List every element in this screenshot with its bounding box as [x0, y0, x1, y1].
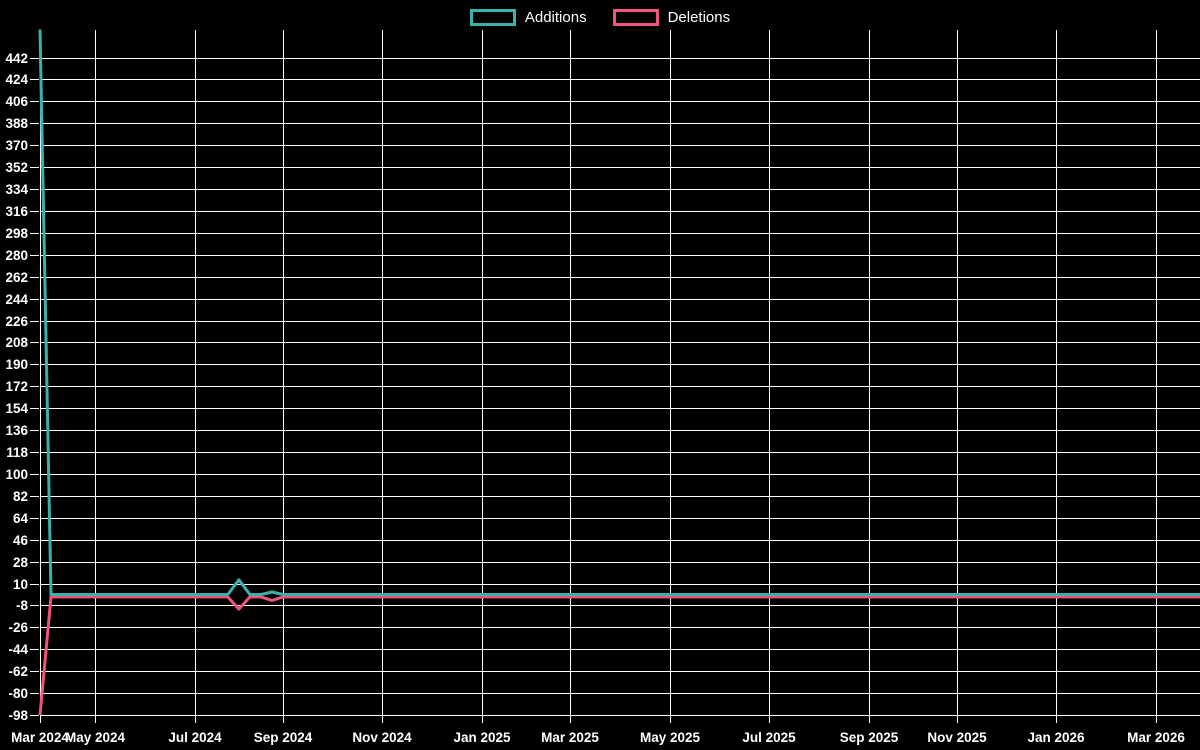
y-axis-tick-label: 316 [5, 204, 28, 219]
legend-item-additions[interactable]: Additions [469, 8, 587, 26]
y-axis-tick-label: 226 [5, 314, 28, 329]
y-axis-tick-label: 262 [5, 270, 28, 285]
x-axis-tick-label: Nov 2024 [352, 730, 412, 745]
y-axis-tick-label: 28 [13, 555, 29, 570]
y-axis-tick-label: 46 [13, 533, 29, 548]
x-axis-tick-label: Jan 2026 [1027, 730, 1085, 745]
x-axis-tick-label: May 2024 [65, 730, 126, 745]
y-axis-tick-label: 100 [5, 467, 28, 482]
x-axis-tick-label: Jan 2025 [453, 730, 511, 745]
x-axis-tick-label: Mar 2025 [541, 730, 599, 745]
chart-legend: Additions Deletions [0, 6, 1200, 28]
y-axis-tick-label: 208 [5, 335, 28, 350]
legend-item-deletions[interactable]: Deletions [612, 8, 731, 26]
x-axis-tick-label: Jul 2024 [168, 730, 222, 745]
y-axis-tick-label: 280 [5, 248, 28, 263]
y-axis-tick-label: -44 [8, 642, 28, 657]
y-axis-tick-label: 298 [5, 226, 28, 241]
deletions-series-line [38, 595, 1200, 716]
y-axis-tick-label: 424 [5, 72, 28, 87]
x-axis-tick-label: Jul 2025 [742, 730, 796, 745]
y-axis-tick-label: 370 [5, 138, 28, 153]
x-axis-tick-label: May 2025 [640, 730, 701, 745]
additions-legend-label: Additions [524, 8, 587, 26]
deletions-legend-swatch-icon [612, 8, 659, 26]
y-axis-tick-label: 352 [5, 160, 28, 175]
y-axis-tick-label: -26 [8, 620, 28, 635]
additions-series-line [38, 29, 1200, 596]
additions-legend-swatch-icon [469, 8, 516, 26]
x-axis-tick-label: Mar 2024 [11, 730, 69, 745]
x-axis-tick-label: Mar 2026 [1127, 730, 1185, 745]
y-axis-tick-label: -80 [8, 686, 28, 701]
y-axis-tick-label: 172 [5, 379, 28, 394]
y-axis-tick-label: 244 [5, 292, 28, 307]
y-axis-tick-label: -8 [16, 598, 28, 613]
y-axis-tick-label: 442 [5, 51, 28, 66]
y-axis-tick-label: -62 [8, 664, 28, 679]
y-axis-tick-label: 136 [5, 423, 28, 438]
y-axis-tick-label: 10 [13, 577, 28, 592]
y-axis-tick-label: 388 [5, 116, 28, 131]
y-axis-tick-label: 406 [5, 94, 28, 109]
y-axis-tick-label: -98 [8, 708, 28, 723]
x-axis-tick-label: Sep 2025 [840, 730, 899, 745]
deletions-legend-label: Deletions [667, 8, 731, 26]
y-axis-tick-label: 190 [5, 357, 28, 372]
x-axis-tick-label: Nov 2025 [927, 730, 987, 745]
x-axis-tick-label: Sep 2024 [254, 730, 313, 745]
y-axis-tick-label: 118 [6, 445, 28, 460]
y-axis-tick-label: 64 [13, 511, 29, 526]
y-axis-tick-label: 82 [13, 489, 28, 504]
y-axis-tick-label: 154 [5, 401, 28, 416]
y-axis-tick-label: 334 [5, 182, 28, 197]
